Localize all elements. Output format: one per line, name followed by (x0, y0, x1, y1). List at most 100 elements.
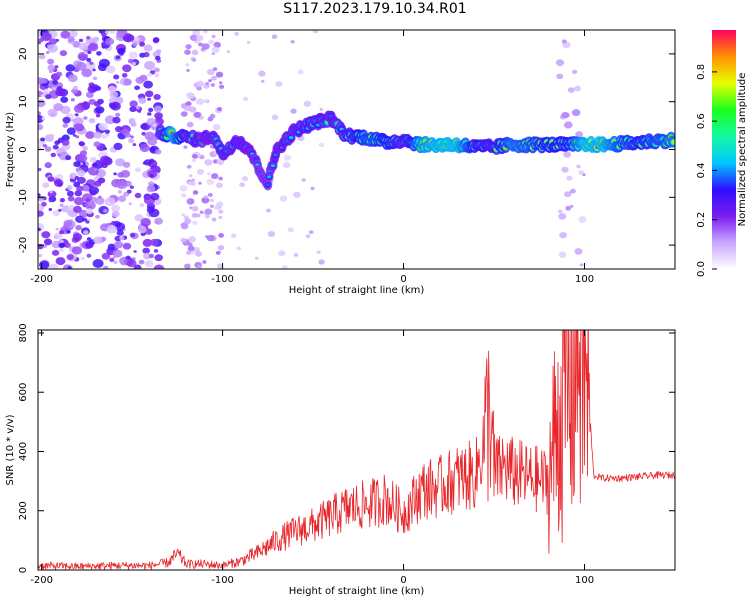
speckle (38, 111, 42, 116)
speckle (84, 200, 96, 210)
speckle (573, 85, 582, 92)
speckle (100, 155, 111, 165)
speckle (118, 195, 127, 202)
speckle (558, 213, 567, 220)
speckle (195, 251, 203, 257)
speckle (209, 198, 214, 202)
speckle (77, 52, 89, 61)
speckle (94, 101, 101, 107)
speckle (95, 214, 100, 219)
speckle (191, 58, 197, 62)
y-tick-label: 200 (18, 501, 29, 520)
speckle (180, 193, 187, 198)
speckle (115, 112, 121, 117)
speckle (127, 58, 134, 64)
speckle (88, 98, 96, 105)
speckle (201, 196, 210, 204)
speckle (128, 138, 135, 144)
colorbar: 0.0 0.2 0.4 0.6 0.8 Normalized spectral ampl… (696, 30, 748, 277)
speckle (189, 34, 198, 41)
colorbar-label: Normalized spectral amplitude (737, 73, 748, 227)
speckle (116, 180, 128, 190)
speckle (109, 91, 119, 98)
speckle (52, 144, 59, 150)
speckle (112, 249, 123, 258)
speckle (115, 126, 123, 133)
speckle (113, 142, 123, 151)
speckle (213, 41, 221, 49)
snr-panel: -200 -100 0 100 0 200 400 600 800 Height of str… (5, 323, 676, 597)
speckle (49, 133, 55, 138)
speckle (59, 198, 65, 203)
speckle (129, 232, 136, 238)
speckle (147, 181, 155, 187)
speckle (192, 30, 200, 36)
speckle (556, 73, 564, 80)
y-tick-label: 10 (18, 95, 29, 108)
speckle (48, 263, 59, 269)
speckle (88, 117, 96, 124)
speckle (105, 38, 115, 46)
speckle (318, 142, 325, 148)
speckle (126, 259, 137, 268)
speckle (86, 253, 92, 258)
speckle (206, 178, 215, 186)
speckle (122, 161, 131, 168)
speckle (98, 58, 110, 68)
speckle (558, 251, 567, 258)
speckle (312, 30, 319, 34)
speckle (217, 245, 225, 251)
speckle (59, 203, 64, 207)
speckle (47, 44, 58, 53)
speckle (132, 143, 137, 147)
speckle (192, 154, 198, 159)
speckle (572, 69, 578, 74)
speckle (87, 85, 97, 93)
speckle (101, 45, 106, 49)
snr-y-ticks: 0 200 400 600 800 (18, 323, 675, 573)
speckle (85, 220, 90, 224)
speckle (80, 256, 85, 261)
speckle (186, 92, 195, 99)
speckle (186, 250, 192, 255)
speckle (208, 79, 212, 83)
speckle (555, 59, 565, 67)
speckle (180, 111, 188, 117)
speckle (76, 185, 84, 192)
colorbar-gradient (712, 30, 736, 269)
speckle (122, 242, 132, 250)
speckle (111, 220, 116, 225)
speckle (216, 182, 223, 189)
page-title: S117.2023.179.10.34.R01 (283, 1, 467, 17)
speckle (74, 176, 79, 180)
speckle (207, 192, 213, 197)
speckle (61, 139, 70, 146)
speckle (133, 264, 142, 269)
speckle (266, 208, 271, 213)
speckle (79, 150, 88, 157)
y-tick-label: 0 (18, 146, 29, 152)
speckle (74, 113, 79, 117)
speckle (230, 233, 237, 238)
x-tick-label: -100 (211, 274, 234, 285)
speckle (186, 164, 192, 169)
speckle (59, 248, 64, 252)
speckle (187, 245, 195, 252)
speckle (153, 249, 159, 253)
speckle (186, 69, 190, 72)
speckle (38, 210, 44, 217)
colorbar-tick-label: 0.4 (696, 162, 707, 178)
speckle (559, 232, 567, 239)
speckle (199, 154, 205, 160)
colorbar-tick-label: 0.8 (696, 64, 707, 80)
speckle (144, 60, 156, 70)
speckle (41, 231, 51, 239)
speckle (153, 67, 160, 73)
speckle (278, 250, 286, 257)
speckle (208, 39, 214, 45)
speckle (134, 192, 142, 199)
speckle (316, 250, 321, 254)
speckle (142, 238, 153, 247)
speckle (301, 178, 306, 182)
speckle (38, 167, 42, 172)
